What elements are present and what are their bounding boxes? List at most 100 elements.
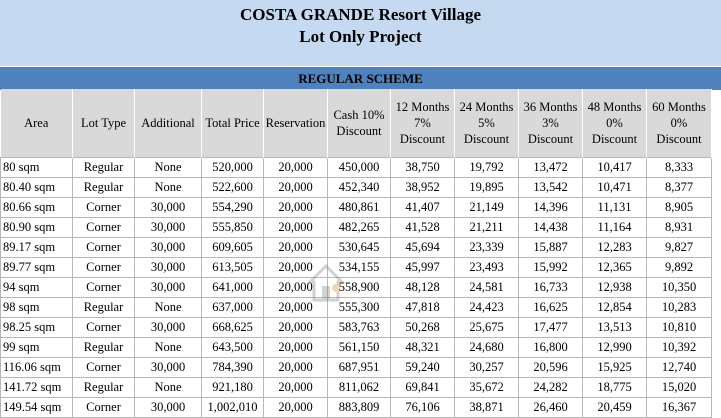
table-cell: Corner xyxy=(72,197,135,218)
table-cell: 613,505 xyxy=(201,257,264,278)
table-cell: 687,951 xyxy=(327,357,391,378)
table-cell: 76,106 xyxy=(390,397,455,418)
column-header: 24 Months 5% Discount xyxy=(454,89,519,158)
area-cell: 99 sqm xyxy=(0,337,73,358)
table-cell: 41,407 xyxy=(390,197,455,218)
table-cell: 23,339 xyxy=(454,237,519,258)
table-cell: 480,861 xyxy=(327,197,391,218)
area-cell: 80.90 sqm xyxy=(0,217,73,238)
table-row: 80 sqm Regular None 520,000 20,000 450,000 38,… xyxy=(0,157,712,178)
table-cell: 20,000 xyxy=(263,397,328,418)
table-cell: 24,423 xyxy=(454,297,519,318)
area-cell: 98 sqm xyxy=(0,297,73,318)
table-cell: 583,763 xyxy=(327,317,391,338)
table-cell: 45,694 xyxy=(390,237,455,258)
table-cell: 482,265 xyxy=(327,217,391,238)
table-row: 80.66 sqm Corner 30,000 554,290 20,000 480,86… xyxy=(0,197,712,218)
project-title: COSTA GRANDE Resort Village xyxy=(240,5,481,24)
scheme-band xyxy=(0,67,721,90)
table-cell: 20,000 xyxy=(263,177,328,198)
table-cell: 921,180 xyxy=(201,377,264,398)
table-cell: 20,000 xyxy=(263,317,328,338)
table-cell: 30,000 xyxy=(134,357,202,378)
table-cell: 45,997 xyxy=(390,257,455,278)
table-cell: 20,000 xyxy=(263,377,328,398)
table-cell: 16,625 xyxy=(518,297,583,318)
table-cell: 8,931 xyxy=(646,217,712,238)
table-cell: 20,000 xyxy=(263,217,328,238)
table-cell: 12,740 xyxy=(646,357,712,378)
table-cell: 38,871 xyxy=(454,397,519,418)
table-cell: 20,000 xyxy=(263,337,328,358)
table-cell: 10,392 xyxy=(646,337,712,358)
table-cell: 59,240 xyxy=(390,357,455,378)
table-cell: 16,367 xyxy=(646,397,712,418)
table-cell: 20,000 xyxy=(263,197,328,218)
table-cell: None xyxy=(134,377,202,398)
table-cell: 637,000 xyxy=(201,297,264,318)
table-cell: 520,000 xyxy=(201,157,264,178)
table-cell: 20,000 xyxy=(263,297,328,318)
table-cell: 30,000 xyxy=(134,197,202,218)
column-header: Cash 10% Discount xyxy=(327,89,391,158)
table-cell: 12,365 xyxy=(582,257,647,278)
table-cell: 38,750 xyxy=(390,157,455,178)
table-cell: 668,625 xyxy=(201,317,264,338)
table-cell: 609,605 xyxy=(201,237,264,258)
table-cell: 9,892 xyxy=(646,257,712,278)
table-cell: 522,600 xyxy=(201,177,264,198)
table-cell: Corner xyxy=(72,277,135,298)
column-header: Total Price xyxy=(201,89,264,158)
table-cell: 30,000 xyxy=(134,217,202,238)
table-cell: 16,733 xyxy=(518,277,583,298)
table-cell: 23,493 xyxy=(454,257,519,278)
scheme-label: REGULAR SCHEME xyxy=(298,71,423,86)
table-cell: 9,827 xyxy=(646,237,712,258)
area-cell: 141.72 sqm xyxy=(0,377,73,398)
table-cell: 21,149 xyxy=(454,197,519,218)
area-cell: 116.06 sqm xyxy=(0,357,73,378)
table-cell: 10,417 xyxy=(582,157,647,178)
table-cell: 12,990 xyxy=(582,337,647,358)
project-subtitle: Lot Only Project xyxy=(299,27,422,46)
table-cell: Regular xyxy=(72,177,135,198)
table-cell: None xyxy=(134,177,202,198)
table-cell: 30,000 xyxy=(134,397,202,418)
table-cell: Corner xyxy=(72,217,135,238)
table-cell: 18,775 xyxy=(582,377,647,398)
table-cell: 554,290 xyxy=(201,197,264,218)
table-cell: 883,809 xyxy=(327,397,391,418)
table-cell: 450,000 xyxy=(327,157,391,178)
table-cell: 19,792 xyxy=(454,157,519,178)
table-cell: Corner xyxy=(72,257,135,278)
table-row: 149.54 sqm Corner 30,000 1,002,010 20,000 883… xyxy=(0,397,712,418)
table-cell: 24,282 xyxy=(518,377,583,398)
table-cell: 48,128 xyxy=(390,277,455,298)
column-header: 12 Months 7% Discount xyxy=(390,89,455,158)
table-cell: 47,818 xyxy=(390,297,455,318)
table-cell: 784,390 xyxy=(201,357,264,378)
table-cell: Corner xyxy=(72,317,135,338)
table-cell: 30,000 xyxy=(134,317,202,338)
table-cell: 17,477 xyxy=(518,317,583,338)
table-cell: 10,471 xyxy=(582,177,647,198)
table-cell: 530,645 xyxy=(327,237,391,258)
table-cell: Corner xyxy=(72,237,135,258)
table-cell: 555,850 xyxy=(201,217,264,238)
table-cell: 24,581 xyxy=(454,277,519,298)
table-cell: Regular xyxy=(72,297,135,318)
table-cell: 8,377 xyxy=(646,177,712,198)
table-cell: 1,002,010 xyxy=(201,397,264,418)
table-cell: 15,887 xyxy=(518,237,583,258)
table-cell: 20,000 xyxy=(263,357,328,378)
table-row: 99 sqm Regular None 643,500 20,000 561,150 48,… xyxy=(0,337,712,358)
table-cell: 19,895 xyxy=(454,177,519,198)
table-cell: 20,000 xyxy=(263,237,328,258)
table-cell: 38,952 xyxy=(390,177,455,198)
table-cell: 50,268 xyxy=(390,317,455,338)
table-header-row: Area Lot Type Additional Total Price Reserva… xyxy=(0,89,712,158)
table-cell: 12,938 xyxy=(582,277,647,298)
table-cell: 41,528 xyxy=(390,217,455,238)
table-row: 141.72 sqm Regular None 921,180 20,000 811,06… xyxy=(0,377,712,398)
table-cell: 11,164 xyxy=(582,217,647,238)
